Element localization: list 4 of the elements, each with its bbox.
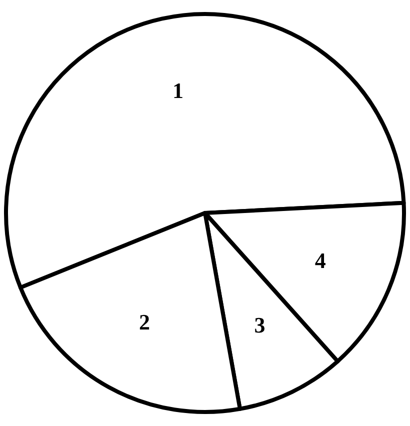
slice-label: 2 bbox=[139, 309, 150, 334]
slice-label: 1 bbox=[172, 78, 184, 103]
slice-label: 3 bbox=[254, 312, 266, 338]
slice-label: 4 bbox=[314, 248, 326, 274]
